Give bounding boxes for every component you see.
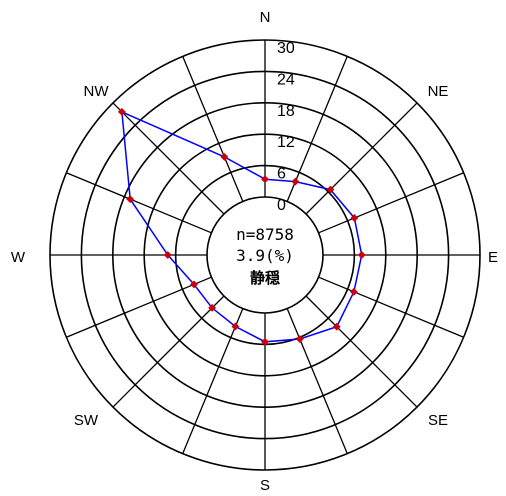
tick-label-6: 6	[277, 166, 286, 183]
point-WSW	[190, 280, 198, 289]
calm-percentage: 3.9(%)	[236, 246, 294, 265]
spoke-NE	[305, 102, 418, 215]
point-SW	[208, 303, 217, 312]
tick-label-18: 18	[277, 103, 295, 120]
point-NNE	[291, 177, 300, 186]
spoke-SSW	[182, 308, 244, 454]
compass-label-NW: NW	[84, 83, 110, 100]
tick-label-12: 12	[277, 134, 295, 151]
point-ENE	[350, 214, 359, 222]
spoke-WNW	[66, 172, 212, 234]
center-summary: n=8758 3.9(%) 静穏	[236, 225, 294, 287]
point-S	[261, 337, 269, 346]
point-NNW	[220, 153, 229, 161]
compass-label-S: S	[260, 477, 270, 494]
point-E	[357, 251, 366, 259]
tick-label-0: 0	[277, 197, 286, 214]
spoke-NNE	[286, 56, 348, 202]
point-NE	[326, 185, 335, 194]
spoke-SSE	[286, 308, 348, 454]
compass-label-SW: SW	[74, 412, 99, 429]
point-SSW	[231, 322, 240, 331]
point-NW	[117, 107, 126, 116]
tick-label-24: 24	[277, 71, 295, 88]
spoke-SE	[305, 295, 418, 408]
radial-tick-labels: 0 6 12 18 24 30	[277, 40, 295, 214]
compass-labels: N NE E SE S SW W NW	[11, 9, 498, 494]
compass-label-SE: SE	[428, 412, 448, 429]
spoke-NNW	[182, 56, 244, 202]
calm-label: 静穏	[250, 269, 280, 287]
spoke-SW	[112, 295, 225, 408]
point-SSE	[295, 335, 304, 343]
compass-label-W: W	[11, 249, 26, 266]
compass-label-E: E	[488, 249, 498, 266]
spoke-ENE	[318, 172, 464, 234]
point-N	[261, 175, 269, 184]
point-WNW	[126, 195, 135, 204]
direction-spokes	[50, 40, 480, 470]
spoke-ESE	[318, 276, 464, 338]
spoke-WSW	[66, 276, 212, 338]
tick-label-30: 30	[277, 40, 295, 57]
point-W	[163, 251, 172, 259]
wind-frequency-series	[117, 107, 366, 346]
compass-label-NE: NE	[428, 83, 449, 100]
point-ESE	[349, 287, 358, 296]
sample-count: n=8758	[236, 225, 294, 244]
spoke-NW	[112, 102, 225, 215]
point-SE	[332, 322, 341, 331]
compass-label-N: N	[260, 9, 271, 26]
